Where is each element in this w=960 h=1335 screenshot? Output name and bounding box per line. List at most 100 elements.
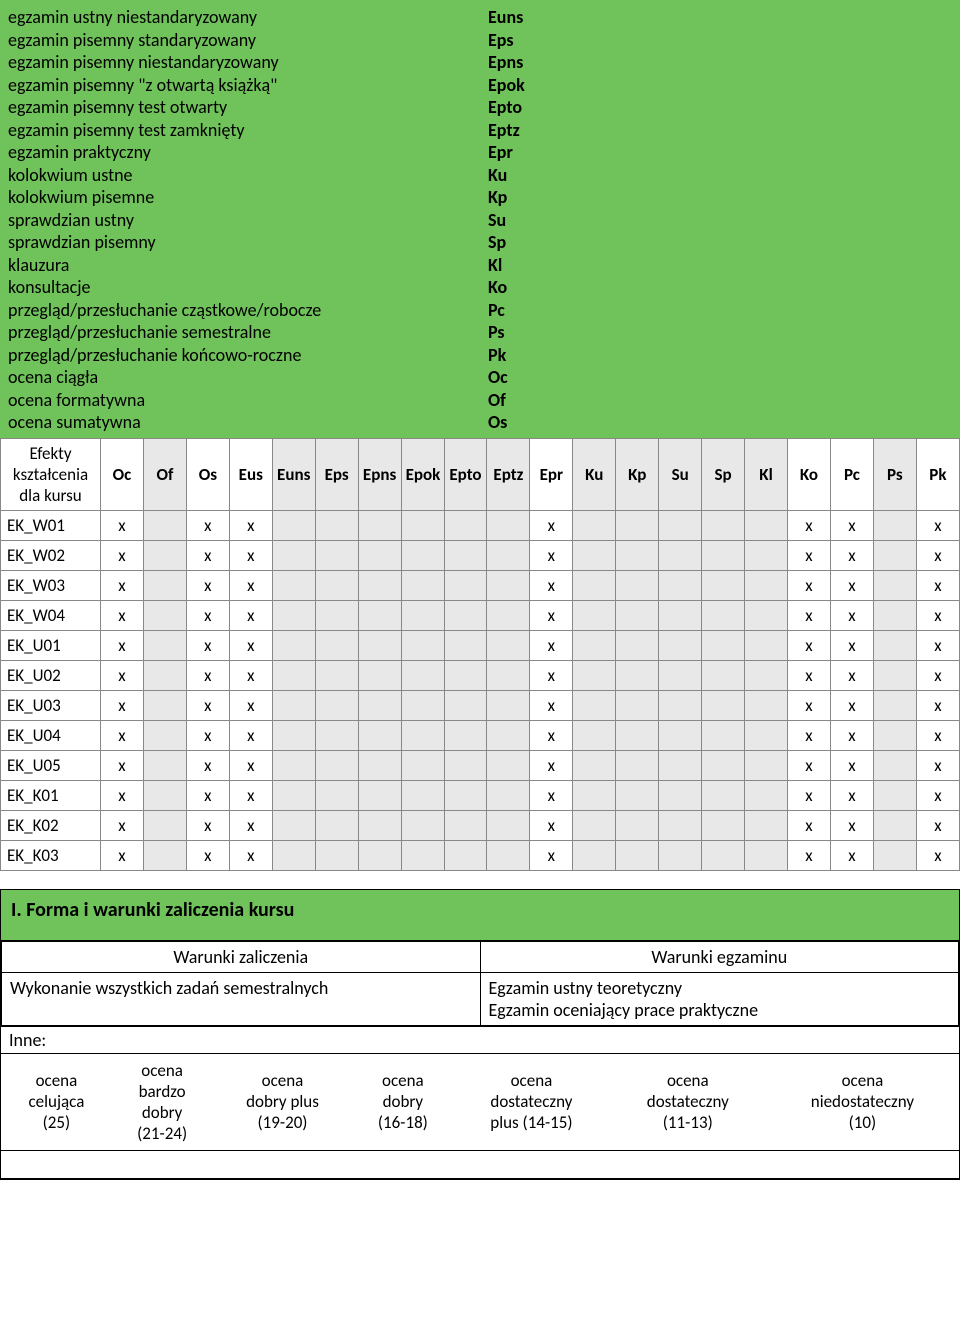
legend-code: Os: [488, 411, 507, 434]
legend-code: Ps: [488, 321, 505, 344]
matrix-cell: x: [186, 810, 229, 840]
matrix-cell: [573, 750, 616, 780]
grade-cell: ocenadostatecznyplus (14-15): [453, 1053, 610, 1150]
matrix-cell: x: [530, 540, 573, 570]
matrix-cell: [702, 810, 745, 840]
matrix-cell: [487, 810, 530, 840]
matrix-cell: x: [229, 840, 272, 870]
matrix-cell: [573, 780, 616, 810]
matrix-col-header: Pc: [830, 438, 873, 510]
matrix-cell: [487, 840, 530, 870]
matrix-cell: x: [916, 810, 959, 840]
matrix-cell: [487, 630, 530, 660]
matrix-cell: [745, 810, 788, 840]
matrix-cell: x: [229, 780, 272, 810]
matrix-cell: [143, 690, 186, 720]
matrix-cell: x: [788, 570, 831, 600]
matrix-col-header: Epns: [358, 438, 401, 510]
legend-row: egzamin pisemny standaryzowanyEps: [8, 29, 952, 52]
matrix-row-label: EK_U01: [1, 630, 101, 660]
matrix-row-label: EK_W04: [1, 600, 101, 630]
matrix-cell: x: [186, 510, 229, 540]
grade-cell: ocenadobry plus(19-20): [212, 1053, 352, 1150]
matrix-cell: [444, 780, 487, 810]
matrix-cell: [659, 660, 702, 690]
matrix-cell: [272, 720, 315, 750]
matrix-cell: [143, 540, 186, 570]
cond-right-cell: Egzamin ustny teoretyczny Egzamin ocenia…: [480, 972, 959, 1025]
matrix-cell: [573, 840, 616, 870]
legend-row: egzamin pisemny test zamkniętyEptz: [8, 119, 952, 142]
matrix-cell: [873, 780, 916, 810]
legend-code: Ku: [488, 164, 507, 187]
matrix-cell: [745, 570, 788, 600]
conditions-table: Warunki zaliczenia Warunki egzaminu Wyko…: [1, 941, 959, 1026]
matrix-cell: [573, 540, 616, 570]
matrix-cell: x: [916, 690, 959, 720]
matrix-cell: [659, 570, 702, 600]
legend-desc: egzamin pisemny standaryzowany: [8, 29, 488, 52]
matrix-cell: [616, 660, 659, 690]
matrix-cell: x: [530, 720, 573, 750]
matrix-cell: [315, 570, 358, 600]
matrix-cell: [315, 630, 358, 660]
matrix-cell: [272, 780, 315, 810]
matrix-cell: [272, 570, 315, 600]
matrix-cell: x: [186, 720, 229, 750]
section-title: I. Forma i warunki zaliczenia kursu: [1, 890, 959, 941]
matrix-cell: [659, 510, 702, 540]
inne-label: Inne:: [1, 1026, 959, 1053]
matrix-cell: x: [229, 720, 272, 750]
matrix-cell: [401, 780, 444, 810]
matrix-cell: x: [788, 780, 831, 810]
matrix-col-header: Epr: [530, 438, 573, 510]
matrix-cell: [315, 510, 358, 540]
matrix-col-header: Ps: [873, 438, 916, 510]
matrix-cell: [487, 750, 530, 780]
matrix-col-header: Sp: [702, 438, 745, 510]
legend-desc: egzamin pisemny "z otwartą książką": [8, 74, 488, 97]
matrix-cell: [745, 690, 788, 720]
matrix-cell: x: [830, 660, 873, 690]
matrix-cell: [873, 540, 916, 570]
legend-code: Pk: [488, 344, 506, 367]
matrix-cell: [573, 510, 616, 540]
matrix-cell: x: [186, 630, 229, 660]
matrix-cell: [873, 690, 916, 720]
legend-desc: ocena formatywna: [8, 389, 488, 412]
matrix-cell: [358, 750, 401, 780]
matrix-cell: [487, 780, 530, 810]
matrix-cell: x: [530, 690, 573, 720]
matrix-col-header: Of: [143, 438, 186, 510]
legend-row: egzamin pisemny test otwartyEpto: [8, 96, 952, 119]
legend-code: Pc: [488, 299, 505, 322]
matrix-cell: [315, 750, 358, 780]
matrix-cell: [401, 570, 444, 600]
matrix-cell: x: [788, 750, 831, 780]
matrix-cell: x: [830, 780, 873, 810]
legend-row: ocena ciągłaOc: [8, 366, 952, 389]
matrix-cell: [659, 810, 702, 840]
matrix-col-header: Epto: [444, 438, 487, 510]
legend-desc: klauzura: [8, 254, 488, 277]
legend-desc: ocena sumatywna: [8, 411, 488, 434]
matrix-cell: [616, 600, 659, 630]
matrix-cell: [745, 840, 788, 870]
matrix-cell: x: [229, 690, 272, 720]
matrix-cell: [358, 540, 401, 570]
legend-code: Eptz: [488, 119, 520, 142]
matrix-cell: [702, 690, 745, 720]
legend-desc: egzamin pisemny test zamknięty: [8, 119, 488, 142]
matrix-cell: [401, 630, 444, 660]
cond-right-line1: Egzamin ustny teoretyczny: [489, 977, 951, 999]
matrix-cell: x: [916, 600, 959, 630]
matrix-cell: x: [530, 630, 573, 660]
matrix-cell: [702, 540, 745, 570]
matrix-col-header: Eptz: [487, 438, 530, 510]
matrix-cell: [745, 660, 788, 690]
matrix-cell: [444, 630, 487, 660]
matrix-cell: x: [101, 750, 144, 780]
matrix-cell: [401, 600, 444, 630]
matrix-cell: x: [101, 660, 144, 690]
matrix-col-header: Ku: [573, 438, 616, 510]
